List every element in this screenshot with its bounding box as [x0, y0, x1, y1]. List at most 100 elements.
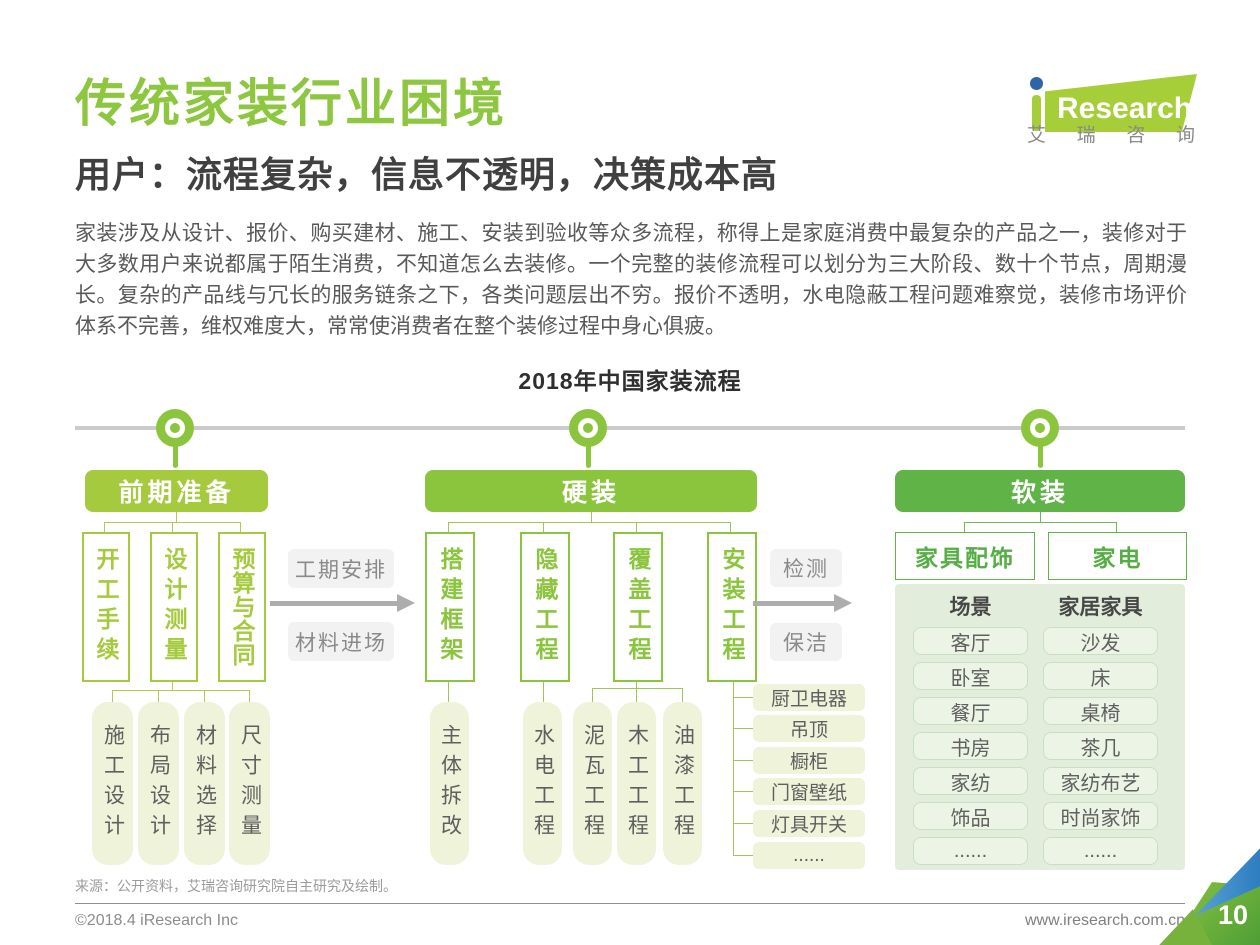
- connector-line: [636, 688, 637, 702]
- scene-item: 客厅: [913, 627, 1028, 655]
- substep-label: 泥瓦工程: [581, 723, 605, 844]
- install-item: 橱柜: [753, 747, 865, 774]
- connector-line: [543, 678, 544, 702]
- step-box: 设计测量: [150, 532, 198, 682]
- scene-item: 饰品: [913, 802, 1028, 830]
- website-text: www.iresearch.com.cn: [1024, 912, 1185, 929]
- page-number: 10: [1217, 900, 1248, 930]
- connector-line: [733, 697, 753, 698]
- substep-box: 材料选择: [184, 702, 225, 865]
- connector-line: [204, 690, 205, 702]
- timeline-node-icon: [156, 409, 194, 447]
- timeline-line: [75, 426, 1185, 430]
- furniture-item: 床: [1043, 662, 1158, 690]
- substep-box: 油漆工程: [663, 702, 702, 865]
- substep-label: 油漆工程: [671, 723, 695, 844]
- column-header-scene: 场景: [949, 596, 992, 619]
- substep-label: 施工设计: [101, 723, 125, 844]
- connector-line: [730, 522, 731, 532]
- source-note: 来源：公开资料，艾瑞咨询研究院自主研究及绘制。: [75, 878, 397, 894]
- connector-line: [964, 522, 965, 532]
- transition-box-materials: 材料进场: [288, 622, 394, 661]
- furniture-item: 沙发: [1043, 627, 1158, 655]
- connector-line: [240, 522, 241, 532]
- substep-box: 水电工程: [523, 702, 562, 865]
- connector-line: [104, 522, 105, 532]
- connector-line: [733, 678, 734, 856]
- intro-paragraph: 家装涉及从设计、报价、购买建材、施工、安装到验收等众多流程，称得上是家庭消费中最…: [75, 222, 1187, 338]
- connector-line: [172, 678, 173, 690]
- install-item: ......: [753, 842, 865, 869]
- step-box: 开工手续: [82, 532, 130, 682]
- substep-box: 尺寸测量: [229, 702, 270, 865]
- timeline-node-icon: [1021, 409, 1059, 447]
- step-box: 预算与合同: [218, 532, 266, 682]
- connector-line: [448, 522, 449, 532]
- connector-line: [592, 688, 682, 689]
- step-label: 覆盖工程: [625, 547, 651, 667]
- connector-line: [112, 690, 113, 702]
- connector-line: [591, 512, 592, 522]
- substep-box: 泥瓦工程: [573, 702, 612, 865]
- substep-box: 主体拆改: [430, 702, 469, 865]
- transition-box-inspection: 检测: [770, 549, 842, 587]
- substep-label: 材料选择: [193, 723, 217, 844]
- connector-line: [249, 690, 250, 702]
- stage-header-hard-decoration: 硬装: [425, 470, 757, 512]
- substep-box: 施工设计: [92, 702, 133, 865]
- furniture-item: 茶几: [1043, 732, 1158, 760]
- furniture-item: 家纺布艺: [1043, 767, 1158, 795]
- connector-line: [636, 522, 637, 532]
- install-item: 门窗壁纸: [753, 778, 865, 805]
- logo-i-dot-icon: [1030, 77, 1043, 90]
- step-box: 搭建框架: [425, 532, 475, 682]
- install-item: 吊顶: [753, 715, 865, 742]
- transition-box-cleaning: 保洁: [770, 623, 842, 661]
- furniture-item: 桌椅: [1043, 697, 1158, 725]
- copyright-text: ©2018.4 iResearch Inc: [75, 912, 238, 929]
- connector-line: [448, 678, 449, 702]
- page-title: 传统家装行业困境: [75, 75, 508, 132]
- substep-box: 木工工程: [617, 702, 656, 865]
- substep-label: 主体拆改: [438, 723, 462, 844]
- step-label: 搭建框架: [437, 547, 463, 667]
- step-box: 安装工程: [707, 532, 757, 682]
- connector-line: [733, 855, 753, 856]
- connector-line: [112, 690, 250, 691]
- diagram-title: 2018年中国家装流程: [518, 368, 742, 394]
- connector-line: [682, 688, 683, 702]
- column-header-furniture: 家居家具: [1058, 596, 1143, 619]
- connector-line: [543, 522, 544, 532]
- stage-header-soft-decoration: 软装: [895, 470, 1185, 512]
- substep-box: 布局设计: [138, 702, 179, 865]
- logo-brand-text: Research: [1057, 92, 1193, 125]
- scene-item: 卧室: [913, 662, 1028, 690]
- logo-cn-char: 艾: [1027, 125, 1047, 146]
- furniture-item: 时尚家饰: [1043, 802, 1158, 830]
- scene-item: ......: [913, 837, 1028, 865]
- logo-cn-char: 询: [1175, 125, 1195, 146]
- connector-line: [1116, 522, 1117, 532]
- step-label: 设计测量: [161, 547, 187, 667]
- step-label: 安装工程: [719, 547, 745, 667]
- connector-line: [964, 522, 1117, 523]
- footer-divider: [75, 903, 1185, 904]
- step-label: 隐藏工程: [532, 547, 558, 667]
- scene-item: 餐厅: [913, 697, 1028, 725]
- arrow-right-icon: [753, 594, 852, 612]
- connector-line: [592, 688, 593, 702]
- category-box-furnishings: 家具配饰: [895, 532, 1035, 580]
- category-box-appliances: 家电: [1048, 532, 1187, 580]
- step-box: 覆盖工程: [613, 532, 663, 682]
- corner-decoration: 10: [1140, 840, 1260, 945]
- connector-line: [176, 512, 177, 522]
- step-label: 开工手续: [93, 547, 119, 667]
- connector-line: [636, 678, 637, 688]
- scene-item: 家纺: [913, 767, 1028, 795]
- logo-shape: Research: [1045, 74, 1197, 132]
- timeline-node-icon: [569, 409, 607, 447]
- substep-label: 尺寸测量: [238, 723, 262, 844]
- substep-label: 水电工程: [531, 723, 555, 844]
- step-box: 隐藏工程: [520, 532, 570, 682]
